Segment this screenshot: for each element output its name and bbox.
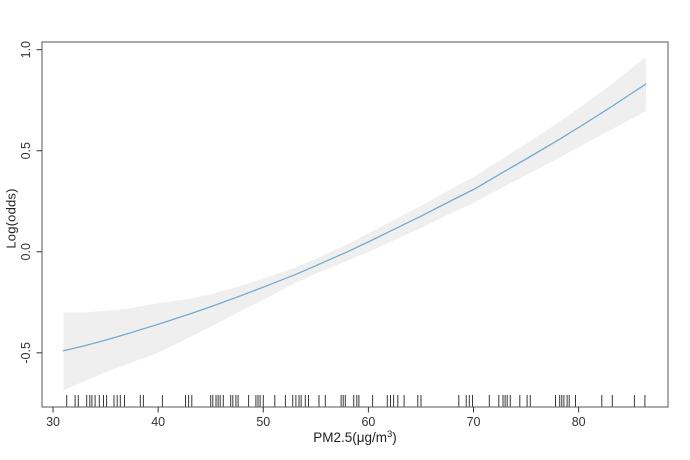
y-tick-label: -0.5 [19, 342, 33, 364]
x-axis-title-suffix: ) [392, 430, 397, 445]
x-tick-label: 60 [361, 415, 375, 429]
y-tick-label: 0.5 [19, 142, 33, 159]
fit-curve [62, 83, 647, 352]
x-axis-title-superscript: 3 [387, 429, 393, 440]
plot-border [41, 41, 669, 408]
y-tick-label: 0.0 [19, 243, 33, 260]
y-axis-title: Log(odds) [3, 188, 19, 249]
confidence-band [63, 56, 646, 391]
x-tick-label: 40 [151, 415, 165, 429]
x-tick-label: 70 [467, 415, 481, 429]
x-axis-title-text: PM2.5(μg/m [313, 430, 387, 445]
x-tick-label: 30 [46, 415, 60, 429]
x-tick-label: 80 [572, 415, 586, 429]
x-axis-title: PM2.5(μg/m3) [42, 429, 668, 445]
x-tick-label: 50 [256, 415, 270, 429]
y-tick-label: 1.0 [19, 41, 33, 58]
